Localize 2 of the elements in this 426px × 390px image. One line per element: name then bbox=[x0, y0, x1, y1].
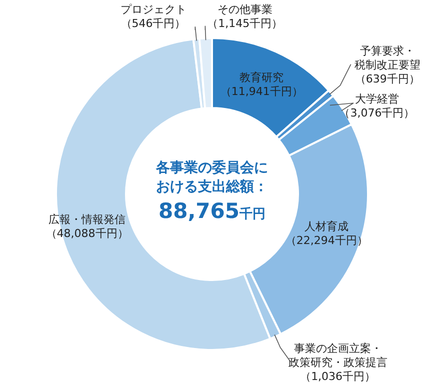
text: 88,765千円 bbox=[158, 199, 266, 223]
text: 各事業の委員会における支出総額： bbox=[155, 159, 268, 195]
